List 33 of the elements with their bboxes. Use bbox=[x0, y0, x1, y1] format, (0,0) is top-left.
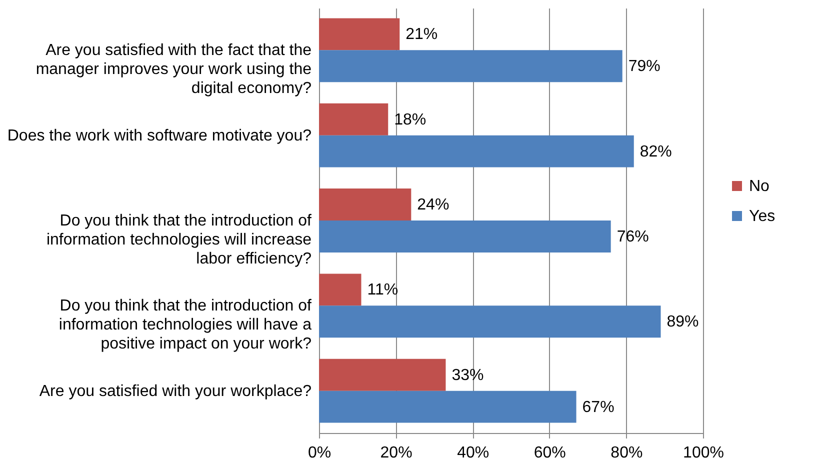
bar bbox=[319, 103, 388, 136]
data-label: 11% bbox=[367, 282, 398, 299]
y-tick-label: Do you think that the introduction of information technologies will have a positive impact on your work? bbox=[58, 298, 312, 353]
bar bbox=[319, 390, 576, 423]
data-label: 67% bbox=[582, 398, 614, 416]
data-label: 79% bbox=[628, 58, 660, 76]
bar bbox=[319, 358, 446, 391]
bar bbox=[319, 50, 622, 82]
data-label: 21% bbox=[406, 26, 438, 44]
x-tick-label: 40% bbox=[457, 444, 490, 462]
data-label: 24% bbox=[417, 196, 450, 214]
data-label: 18% bbox=[394, 111, 426, 128]
bar bbox=[319, 274, 362, 306]
data-label: 76% bbox=[616, 228, 649, 246]
x-tick-label: 80% bbox=[610, 444, 643, 462]
y-tick-label: Do you think that the introduction of information technologies will increase labor efficiency? bbox=[46, 212, 312, 268]
y-tick-label: Are you satisfied with the fact that the manager improves your work using the digital economy? bbox=[36, 42, 312, 98]
legend-label: Yes bbox=[749, 208, 776, 225]
x-tick-label: 20% bbox=[380, 444, 412, 462]
data-label: 89% bbox=[666, 314, 699, 331]
x-tick-label: 100% bbox=[683, 444, 724, 462]
data-label: 33% bbox=[452, 366, 484, 384]
bar bbox=[319, 135, 634, 168]
legend-label: No bbox=[749, 178, 770, 195]
x-tick-label: 60% bbox=[534, 444, 566, 462]
bar bbox=[319, 18, 400, 50]
bar bbox=[319, 220, 611, 252]
y-tick-label: Are you satisfied with your workplace? bbox=[39, 382, 312, 400]
bar bbox=[319, 188, 412, 220]
data-label: 82% bbox=[640, 143, 672, 160]
bar bbox=[319, 306, 661, 338]
x-tick-label: 0% bbox=[308, 444, 332, 462]
y-tick-label: Does the work with software motivate you? bbox=[7, 127, 312, 144]
